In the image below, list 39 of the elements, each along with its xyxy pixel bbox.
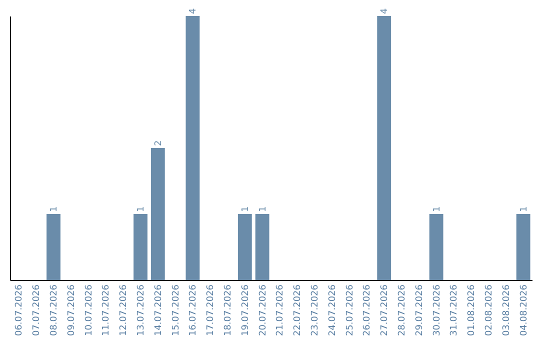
x-tick-label: 17.07.2026 <box>206 284 216 336</box>
data-label: 4 <box>188 8 199 14</box>
x-tick-label: 30.07.2026 <box>432 284 442 336</box>
x-tick-label: 11.07.2026 <box>102 284 112 336</box>
x-tick-label: 08.07.2026 <box>50 284 60 336</box>
x-tick-label: 14.07.2026 <box>154 284 164 336</box>
x-tick-label: 21.07.2026 <box>276 284 286 336</box>
x-tick-label: 02.08.2026 <box>484 284 494 336</box>
x-tick-label: 06.07.2026 <box>14 284 25 336</box>
x-tick-label: 13.07.2026 <box>136 284 146 336</box>
x-tick-label: 22.07.2026 <box>293 284 304 336</box>
x-tick-label: 28.07.2026 <box>398 284 408 336</box>
x-tick-label: 04.08.2026 <box>519 284 530 336</box>
x-tick-label: 03.08.2026 <box>502 284 512 336</box>
data-label: 2 <box>154 140 164 146</box>
x-tick-label: 16.07.2026 <box>188 284 199 336</box>
x-tick-label: 24.07.2026 <box>328 284 338 336</box>
x-tick-label: 25.07.2026 <box>345 284 356 336</box>
data-label: 1 <box>240 206 251 212</box>
x-tick-label: 29.07.2026 <box>414 284 425 336</box>
x-tick-label: 18.07.2026 <box>224 284 234 336</box>
data-label: 1 <box>50 206 60 212</box>
x-tick-label: 15.07.2026 <box>171 284 182 336</box>
x-tick-label: 09.07.2026 <box>66 284 77 336</box>
x-tick-label: 23.07.2026 <box>310 284 320 336</box>
data-label: 1 <box>136 206 146 212</box>
data-label: 1 <box>432 206 442 212</box>
x-tick-label: 01.08.2026 <box>467 284 478 336</box>
x-tick-label: 20.07.2026 <box>258 284 268 336</box>
x-tick-label: 31.07.2026 <box>450 284 460 336</box>
x-tick-label: 10.07.2026 <box>84 284 94 336</box>
data-label: 1 <box>519 206 530 212</box>
x-tick-label: 12.07.2026 <box>119 284 130 336</box>
x-tick-label: 26.07.2026 <box>362 284 373 336</box>
data-label: 1 <box>258 206 268 212</box>
x-tick-label: 07.07.2026 <box>32 284 42 336</box>
x-tick-label: 27.07.2026 <box>380 284 390 336</box>
x-tick-label: 19.07.2026 <box>240 284 251 336</box>
data-label: 4 <box>380 8 390 14</box>
